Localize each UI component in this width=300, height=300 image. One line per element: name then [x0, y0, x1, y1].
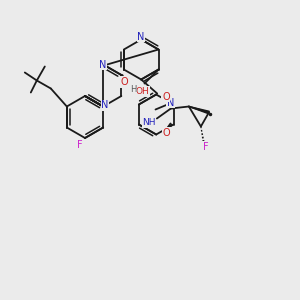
Text: F: F: [203, 142, 209, 152]
Text: H: H: [130, 85, 137, 94]
Text: N: N: [167, 98, 174, 107]
Text: O: O: [163, 128, 170, 137]
Text: O: O: [162, 92, 170, 101]
Text: F: F: [77, 140, 83, 150]
Text: N: N: [100, 59, 107, 70]
Text: NH: NH: [142, 118, 156, 127]
Text: O: O: [121, 77, 128, 87]
Text: N: N: [137, 32, 145, 41]
Text: N: N: [101, 100, 109, 110]
Polygon shape: [189, 106, 209, 114]
Text: OH: OH: [136, 87, 149, 96]
